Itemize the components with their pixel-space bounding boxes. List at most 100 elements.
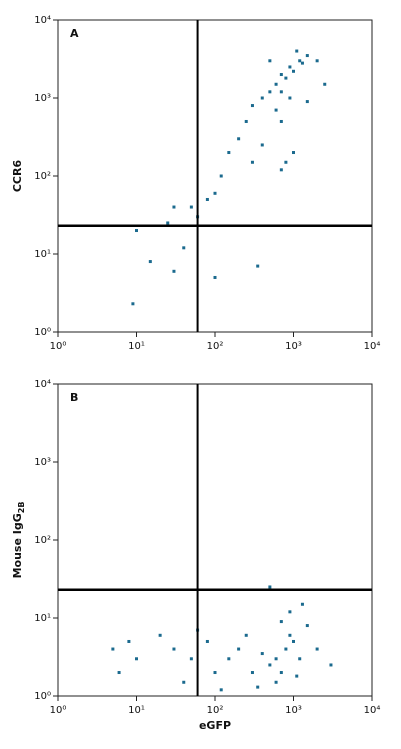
data-point: [268, 585, 272, 589]
data-point: [260, 652, 264, 656]
data-point: [205, 639, 209, 643]
data-point: [298, 657, 302, 661]
data-point: [298, 59, 302, 63]
y-tick-label: 10⁰: [34, 691, 51, 702]
data-point: [279, 168, 283, 172]
data-point: [274, 680, 278, 684]
data-point: [135, 657, 138, 661]
x-tick-label: 10⁴: [364, 705, 381, 716]
data-point: [213, 275, 217, 279]
x-tick-label: 10¹: [128, 341, 145, 352]
data-point: [315, 59, 319, 63]
y-tick-label: 10⁴: [34, 379, 51, 390]
data-point: [213, 191, 217, 195]
data-point: [250, 104, 254, 108]
data-point: [295, 674, 299, 678]
x-tick-label: 10³: [285, 341, 302, 352]
data-point: [292, 151, 295, 155]
data-point: [237, 647, 241, 651]
data-point: [172, 647, 176, 651]
y-tick-label: 10³: [34, 93, 51, 104]
data-point: [279, 73, 283, 77]
x-tick-label: 10²: [207, 341, 224, 352]
data-point: [256, 264, 260, 268]
x-tick-label: 10²: [207, 705, 224, 716]
data-point: [305, 100, 309, 104]
data-point: [279, 90, 283, 94]
x-axis-label: eGFP: [199, 719, 231, 732]
x-tick-label: 10⁴: [364, 341, 381, 352]
y-axis-label-subscript: 2B: [17, 502, 26, 514]
data-point: [292, 639, 295, 643]
data-point: [127, 639, 131, 643]
data-point: [292, 69, 295, 73]
y-tick-label: 10⁴: [34, 15, 51, 26]
data-point: [279, 119, 283, 123]
data-point: [274, 108, 278, 112]
x-tick-label: 10⁰: [50, 705, 67, 716]
data-point: [213, 671, 217, 675]
data-point: [111, 647, 115, 651]
data-point: [219, 688, 223, 692]
data-point: [117, 671, 121, 675]
data-point: [300, 61, 304, 65]
x-tick-label: 10¹: [128, 705, 145, 716]
x-tick-label: 10⁰: [50, 341, 67, 352]
data-point: [182, 680, 186, 684]
data-point: [135, 229, 138, 233]
data-point: [205, 197, 209, 201]
y-tick-label: 10²: [34, 535, 51, 546]
data-point: [250, 671, 254, 675]
data-point: [274, 82, 278, 86]
data-point: [219, 174, 223, 178]
data-point: [256, 685, 260, 689]
data-point: [329, 663, 333, 667]
data-point: [305, 624, 309, 628]
data-point: [158, 633, 162, 637]
data-point: [288, 633, 292, 637]
y-axis-label-text: CCR6: [11, 160, 24, 193]
y-tick-label: 10¹: [34, 613, 51, 624]
y-axis-label-text: Mouse IgG: [11, 513, 24, 578]
data-point: [260, 96, 264, 100]
plot-frame: [57, 19, 373, 333]
y-tick-label: 10³: [34, 457, 51, 468]
data-point: [189, 657, 193, 661]
data-point: [295, 49, 299, 53]
data-point: [284, 76, 288, 80]
data-point: [166, 221, 170, 225]
data-point: [268, 663, 272, 667]
data-point: [288, 65, 292, 69]
data-point: [172, 269, 176, 273]
data-point: [260, 143, 264, 147]
data-point: [315, 647, 319, 651]
data-point: [284, 160, 288, 164]
plot-frame: [57, 383, 373, 697]
y-axis-label: CCR6: [11, 160, 24, 193]
data-point: [237, 137, 241, 141]
data-point: [288, 96, 292, 100]
data-point: [305, 54, 309, 58]
data-point: [268, 90, 272, 94]
data-point: [288, 610, 292, 614]
y-tick-label: 10⁰: [34, 327, 51, 338]
y-axis-label: Mouse IgG2B: [11, 502, 26, 579]
data-point: [227, 657, 231, 661]
data-point: [172, 205, 176, 209]
data-point: [274, 657, 278, 661]
data-point: [227, 151, 231, 155]
data-point: [279, 620, 283, 624]
data-point: [131, 302, 135, 306]
data-point: [268, 59, 272, 63]
data-point: [300, 602, 304, 606]
data-point: [244, 633, 248, 637]
data-point: [250, 160, 254, 164]
data-point: [279, 671, 283, 675]
x-tick-label: 10³: [285, 705, 302, 716]
data-point: [323, 82, 327, 86]
data-point: [189, 205, 193, 209]
panel-label: A: [70, 27, 79, 40]
y-tick-label: 10¹: [34, 249, 51, 260]
